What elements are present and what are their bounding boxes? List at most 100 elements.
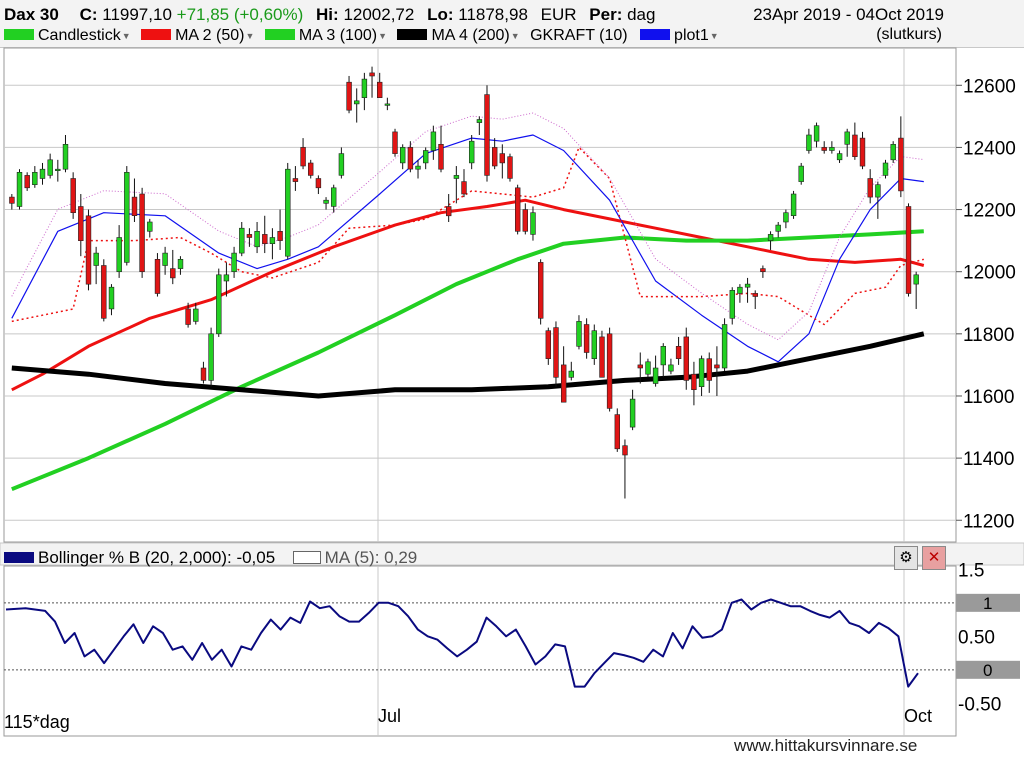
legend-ma200[interactable]: MA 4 (200)▼ <box>397 27 525 44</box>
candle-body <box>55 168 61 171</box>
dropdown-arrow-icon[interactable]: ▼ <box>709 31 719 41</box>
symbol-name: Dax 30 <box>4 5 59 24</box>
candle-body <box>660 345 667 366</box>
candle-body <box>254 231 260 248</box>
candle-body <box>162 252 168 266</box>
ma50-swatch <box>141 29 172 41</box>
candle-body <box>767 234 774 241</box>
legend-gkraft[interactable]: GKRAFT (10) <box>530 27 636 44</box>
candle-body <box>361 78 368 98</box>
candle-body <box>614 414 621 450</box>
candle-body <box>430 131 437 151</box>
candle-body <box>292 178 299 182</box>
low-label: Lo: <box>427 5 454 24</box>
candle-body <box>790 193 797 217</box>
candle-body <box>193 308 199 322</box>
candle-body <box>905 206 912 294</box>
candle-body <box>744 283 751 288</box>
candle-body <box>369 72 375 77</box>
main-frame <box>3 47 957 543</box>
candle-body <box>783 212 789 223</box>
candle-body <box>476 119 483 123</box>
main-grid <box>0 47 1024 566</box>
candle-body <box>223 274 230 282</box>
candle-body <box>231 252 237 273</box>
close-label: C: <box>79 5 98 24</box>
candle-body <box>629 398 636 428</box>
ma5-swatch <box>292 551 321 565</box>
candle-body <box>645 361 651 375</box>
candle-body <box>484 94 490 176</box>
candle-body <box>560 364 567 403</box>
candle-body <box>330 187 337 207</box>
candle-body <box>216 274 222 335</box>
currency: EUR <box>540 5 577 24</box>
candle-body <box>108 286 115 310</box>
candle-body <box>599 336 605 378</box>
candle-body <box>553 327 559 378</box>
close-icon[interactable]: ✕ <box>922 546 946 570</box>
dropdown-arrow-icon[interactable]: ▼ <box>121 31 131 41</box>
candle-body <box>277 231 283 241</box>
bollinger-legend[interactable]: Bollinger % B (20, 2,000): -0,05 <box>4 548 275 567</box>
candle-body <box>729 289 736 319</box>
candle-body <box>246 234 253 238</box>
candle-body <box>376 81 383 98</box>
legend-ma100[interactable]: MA 3 (100)▼ <box>264 27 393 44</box>
dropdown-arrow-icon[interactable]: ▼ <box>510 31 520 41</box>
y-tick-label: 12400 <box>963 138 1016 159</box>
candle-body <box>537 262 544 319</box>
x-label-jul: Jul <box>378 706 402 726</box>
dropdown-arrow-icon[interactable]: ▼ <box>245 31 255 41</box>
candle-body <box>898 137 904 192</box>
legend-ma50[interactable]: MA 2 (50)▼ <box>141 27 260 44</box>
reference-marker-label: 1 <box>983 594 992 613</box>
low-value: 11878,98 <box>458 5 528 24</box>
indicator-grid <box>3 565 957 737</box>
legend-label: plot1 <box>674 27 709 44</box>
y-tick-label: 12000 <box>963 263 1016 284</box>
candle-body <box>399 147 406 164</box>
candle-body <box>752 293 759 297</box>
candle-body <box>522 209 529 232</box>
candle-body <box>101 265 107 319</box>
price-axis: 11200 11400 11600 11800 12000 12200 12400 12600 <box>956 76 1016 532</box>
ma100-swatch <box>264 29 295 41</box>
candle-body <box>545 330 552 360</box>
candle-body <box>453 175 460 179</box>
ma5-legend[interactable]: MA (5): 0,29 <box>292 548 417 567</box>
candle-body <box>844 131 850 145</box>
candle-body <box>208 333 214 381</box>
legend-candlestick[interactable]: Candlestick▼ <box>4 27 137 44</box>
candle-body <box>24 175 30 189</box>
candle-body <box>47 159 53 176</box>
legend-label: MA 3 (100) <box>298 27 378 44</box>
candle-body <box>170 268 176 279</box>
bollinger-series <box>5 598 919 688</box>
candle-body <box>315 178 322 189</box>
wrench-icon[interactable]: ⚙ <box>894 546 918 570</box>
candle-body <box>285 168 291 257</box>
candle-body <box>622 445 628 456</box>
series-line <box>11 331 925 399</box>
candle-body <box>422 150 429 164</box>
legend-label: Candlestick <box>38 27 121 44</box>
candle-body <box>530 212 536 235</box>
dropdown-arrow-icon[interactable]: ▼ <box>378 31 387 41</box>
period-label: 115*dag <box>4 712 70 732</box>
candle-body <box>415 165 421 170</box>
candle-body <box>300 147 306 167</box>
candle-body <box>131 196 138 217</box>
legend-plot1[interactable]: plot1▼ <box>640 27 725 44</box>
high-value: 12002,72 <box>343 5 415 24</box>
candle-body <box>147 221 153 232</box>
candle-body <box>353 100 360 105</box>
candle-body <box>269 237 276 244</box>
candle-body <box>806 134 812 151</box>
plot1-swatch <box>640 29 671 41</box>
candle-body <box>568 370 575 378</box>
candle-body <box>62 144 69 170</box>
candle-body <box>407 147 414 170</box>
candlestick-series <box>9 66 919 499</box>
